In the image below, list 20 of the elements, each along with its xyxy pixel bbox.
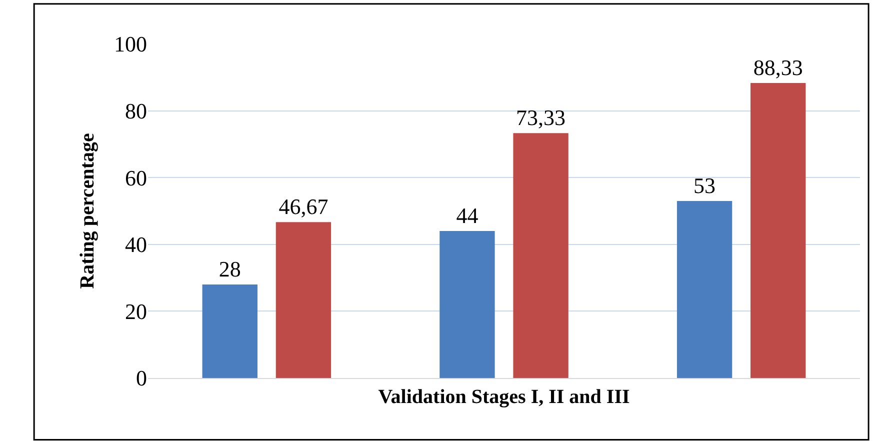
data-label: 44 xyxy=(456,203,478,228)
data-label: 88,33 xyxy=(753,54,803,80)
bar xyxy=(676,200,732,378)
y-axis-title: Rating percentage xyxy=(76,133,98,289)
bar xyxy=(202,284,258,378)
data-label: 73,33 xyxy=(516,105,566,130)
data-label: 46,67 xyxy=(278,194,328,220)
bar xyxy=(513,133,568,378)
bar xyxy=(276,222,332,378)
data-label: 28 xyxy=(218,256,241,282)
data-label: 53 xyxy=(694,172,716,198)
bar xyxy=(750,82,806,378)
y-tick-label: 0 xyxy=(136,366,147,391)
y-tick-label: 100 xyxy=(114,32,147,57)
y-tick-label: 40 xyxy=(125,232,147,258)
y-tick-label: 20 xyxy=(125,298,147,324)
x-axis-title: Validation Stages I, II and III xyxy=(378,386,630,408)
y-tick-label: 80 xyxy=(125,98,147,124)
y-tick-label: 60 xyxy=(125,165,147,190)
bar xyxy=(440,231,495,378)
